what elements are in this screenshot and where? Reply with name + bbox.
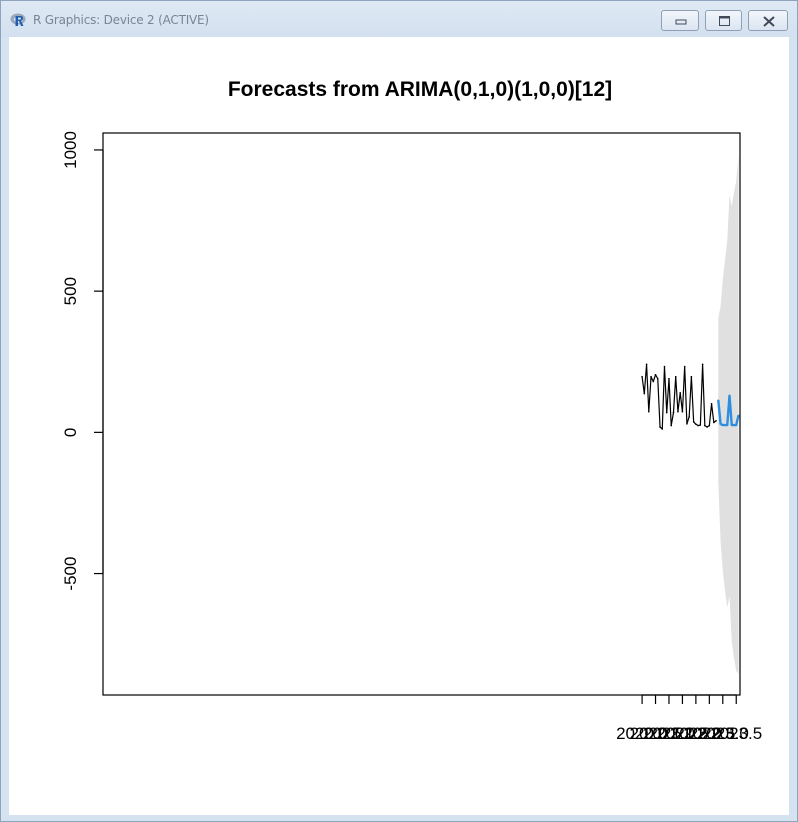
y-tick-label: -500 xyxy=(61,557,80,591)
close-button[interactable] xyxy=(748,10,788,31)
observed-point xyxy=(692,421,695,423)
observed-point xyxy=(641,375,643,378)
observed-point xyxy=(699,424,702,426)
x-tick-label: 2021.5 xyxy=(656,724,708,743)
observed-point xyxy=(683,365,686,368)
observed-point xyxy=(686,423,688,425)
observed-point xyxy=(668,377,670,380)
observed-point xyxy=(677,410,679,413)
observed-point xyxy=(681,410,684,413)
y-tick-label: 0 xyxy=(61,428,80,437)
observed-point xyxy=(645,363,648,366)
y-tick-label: 1000 xyxy=(61,131,80,169)
observed-point xyxy=(704,424,706,427)
minimize-button[interactable] xyxy=(661,10,699,31)
observed-point xyxy=(688,416,690,418)
plot-canvas: Forecasts from ARIMA(0,1,0)(1,0,0)[12] 2… xyxy=(9,37,789,815)
forecast-point xyxy=(724,424,726,426)
observed-point xyxy=(663,365,666,368)
close-icon xyxy=(763,16,775,27)
observed-line xyxy=(641,363,717,430)
maximize-icon xyxy=(719,16,730,26)
forecast-point xyxy=(717,399,720,401)
x-tick-label: 2022.0 xyxy=(670,724,722,743)
forecast-point xyxy=(719,423,722,425)
forecast-point xyxy=(735,424,738,426)
minimize-icon xyxy=(675,19,687,25)
observed-point xyxy=(674,375,677,378)
y-tick-label: 500 xyxy=(61,277,80,305)
observed-point xyxy=(715,419,717,422)
x-tick-label: 2020.0 xyxy=(616,724,668,743)
x-tick-label: 2023.5 xyxy=(710,724,762,743)
observed-point xyxy=(648,410,650,413)
maximize-button[interactable] xyxy=(705,10,742,31)
observed-point xyxy=(650,375,652,378)
plot-box xyxy=(102,132,741,696)
observed-point xyxy=(695,423,697,425)
observed-point xyxy=(656,377,659,380)
forecast-line xyxy=(717,394,740,427)
forecast-point xyxy=(733,424,735,426)
x-tick-label: 2021.0 xyxy=(643,724,695,743)
observed-point xyxy=(659,426,661,428)
chart-title: Forecasts from ARIMA(0,1,0)(1,0,0)[12] xyxy=(228,78,612,101)
observed-point xyxy=(701,363,704,366)
window-title: R Graphics: Device 2 (ACTIVE) xyxy=(33,13,209,27)
x-tick-label: 2023.0 xyxy=(697,724,749,743)
observed-point xyxy=(713,421,715,424)
observed-point xyxy=(654,373,657,376)
observed-point xyxy=(710,403,713,405)
r-logo-icon xyxy=(10,13,26,26)
title-bar[interactable]: R Graphics: Device 2 (ACTIVE) xyxy=(1,1,797,37)
forecast-point xyxy=(737,414,740,417)
x-tick-label: 2022.5 xyxy=(683,724,735,743)
forecast-chart: Forecasts from ARIMA(0,1,0)(1,0,0)[12] 2… xyxy=(61,78,762,743)
forecast-point xyxy=(730,424,733,426)
observed-point xyxy=(672,411,675,414)
observed-point xyxy=(665,411,668,414)
observed-point xyxy=(706,426,708,428)
observed-point xyxy=(661,428,664,430)
forecast-point xyxy=(726,424,729,426)
forecast-point xyxy=(721,424,724,426)
observed-point xyxy=(670,424,673,427)
x-tick-label: 2020.5 xyxy=(630,724,682,743)
forecast-point xyxy=(728,394,731,397)
observed-point xyxy=(697,424,699,427)
observed-point xyxy=(708,424,711,427)
observed-point xyxy=(652,380,655,383)
observed-point xyxy=(643,392,646,395)
observed-point xyxy=(679,392,682,394)
observed-point xyxy=(690,375,693,378)
